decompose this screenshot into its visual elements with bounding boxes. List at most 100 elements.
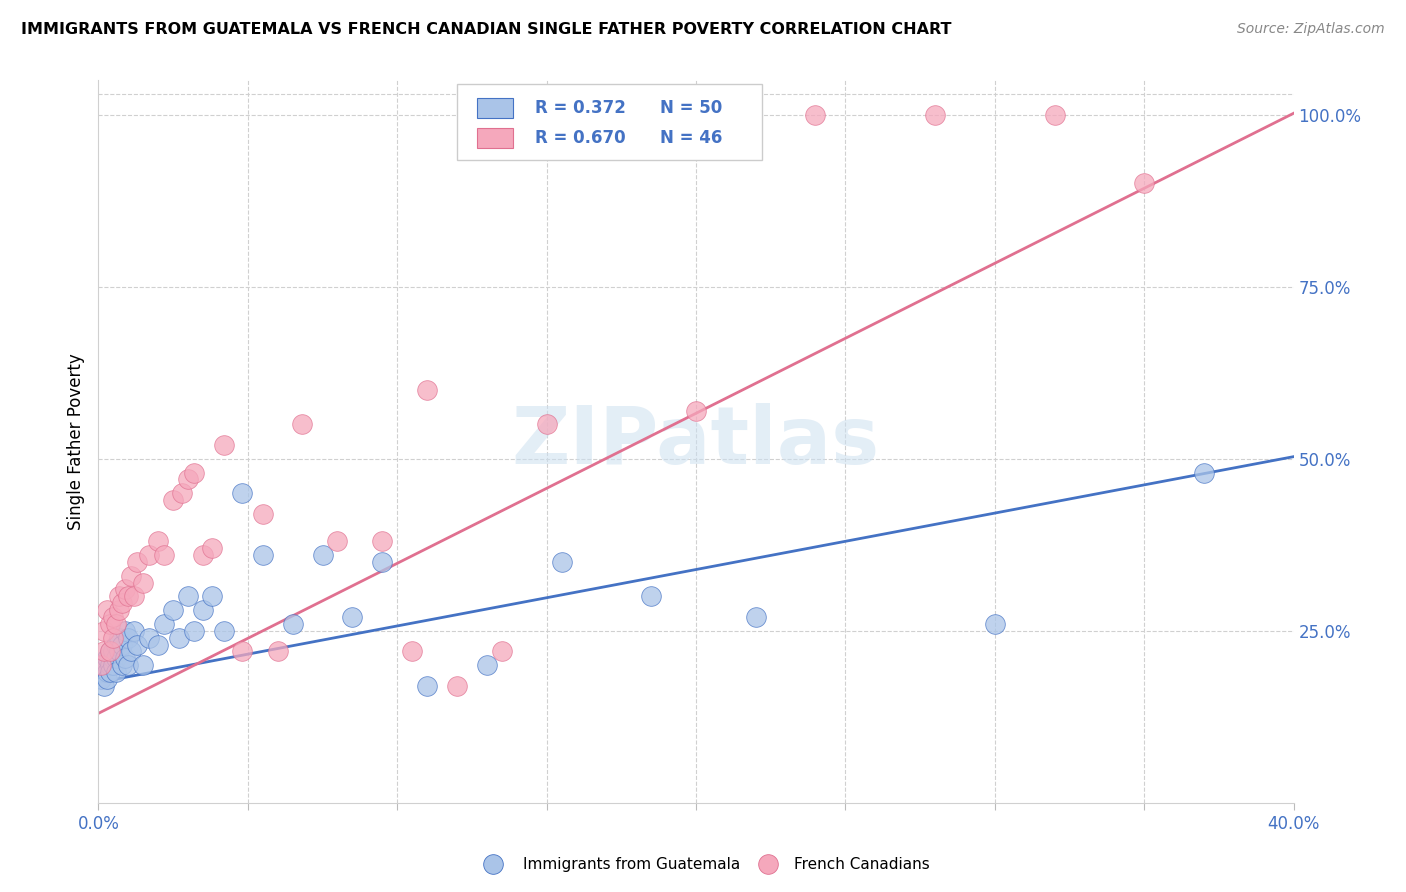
Point <box>550 555 572 569</box>
Point <box>98 644 122 658</box>
Point <box>105 651 128 665</box>
Point <box>685 403 707 417</box>
Point <box>117 631 139 645</box>
Point <box>132 575 155 590</box>
Point <box>342 610 364 624</box>
Point <box>153 616 176 631</box>
Point <box>138 548 160 562</box>
Point <box>111 638 134 652</box>
Point <box>127 638 149 652</box>
Point <box>252 548 274 562</box>
Point <box>132 658 155 673</box>
Point <box>90 658 112 673</box>
Point <box>172 486 194 500</box>
Point <box>114 651 136 665</box>
Point <box>148 534 170 549</box>
Point <box>924 108 946 122</box>
Point <box>117 658 139 673</box>
Point <box>93 658 115 673</box>
Text: N = 46: N = 46 <box>661 129 723 147</box>
Point <box>127 555 149 569</box>
Text: ZIPatlas: ZIPatlas <box>512 402 880 481</box>
Point <box>93 624 115 638</box>
Point <box>96 651 118 665</box>
Point <box>111 658 134 673</box>
Text: N = 50: N = 50 <box>661 99 723 117</box>
Point <box>108 603 131 617</box>
Point <box>491 644 513 658</box>
Point <box>103 658 125 673</box>
Point <box>231 486 253 500</box>
Text: French Canadians: French Canadians <box>794 856 929 871</box>
Point <box>148 638 170 652</box>
Point <box>536 417 558 432</box>
Text: Source: ZipAtlas.com: Source: ZipAtlas.com <box>1237 22 1385 37</box>
FancyBboxPatch shape <box>477 128 513 148</box>
Point <box>153 548 176 562</box>
Point <box>1133 177 1156 191</box>
Point <box>98 665 122 679</box>
Point <box>103 644 125 658</box>
Point <box>114 624 136 638</box>
Point <box>111 596 134 610</box>
Point <box>98 658 122 673</box>
Point <box>416 679 439 693</box>
Point <box>177 590 200 604</box>
Text: IMMIGRANTS FROM GUATEMALA VS FRENCH CANADIAN SINGLE FATHER POVERTY CORRELATION C: IMMIGRANTS FROM GUATEMALA VS FRENCH CANA… <box>21 22 952 37</box>
Point <box>96 672 118 686</box>
Point <box>124 624 146 638</box>
Point <box>267 644 290 658</box>
Point <box>1192 466 1215 480</box>
Point <box>96 665 118 679</box>
Point <box>640 590 662 604</box>
Point <box>1073 855 1095 869</box>
Point <box>371 534 394 549</box>
Point <box>120 568 142 582</box>
Y-axis label: Single Father Poverty: Single Father Poverty <box>66 353 84 530</box>
Point <box>114 582 136 597</box>
Point <box>183 624 205 638</box>
Point <box>201 590 224 604</box>
Text: Immigrants from Guatemala: Immigrants from Guatemala <box>523 856 740 871</box>
Point <box>475 658 498 673</box>
Point <box>252 507 274 521</box>
Point <box>745 610 768 624</box>
Point <box>201 541 224 556</box>
Point <box>103 610 125 624</box>
Point <box>311 548 333 562</box>
Point <box>167 631 190 645</box>
Point <box>191 603 214 617</box>
Point <box>108 590 131 604</box>
Point <box>120 644 142 658</box>
Text: R = 0.670: R = 0.670 <box>534 129 626 147</box>
Point <box>446 679 468 693</box>
Point <box>105 616 128 631</box>
Point <box>506 108 529 122</box>
Point <box>124 590 146 604</box>
Point <box>371 555 394 569</box>
Point <box>117 590 139 604</box>
Point <box>191 548 214 562</box>
Point <box>183 466 205 480</box>
Point <box>212 624 235 638</box>
Point <box>90 672 112 686</box>
FancyBboxPatch shape <box>477 97 513 118</box>
Point <box>984 616 1007 631</box>
Point <box>162 603 184 617</box>
Point <box>96 603 118 617</box>
Point <box>291 417 314 432</box>
Text: R = 0.372: R = 0.372 <box>534 99 626 117</box>
Point <box>93 679 115 693</box>
Point <box>108 631 131 645</box>
Point <box>103 631 125 645</box>
Point <box>108 644 131 658</box>
Point <box>212 438 235 452</box>
Point <box>103 651 125 665</box>
FancyBboxPatch shape <box>457 84 762 160</box>
Point <box>162 493 184 508</box>
Point <box>804 108 827 122</box>
Point <box>401 644 423 658</box>
Point <box>105 665 128 679</box>
Point <box>177 472 200 486</box>
Point <box>416 383 439 397</box>
